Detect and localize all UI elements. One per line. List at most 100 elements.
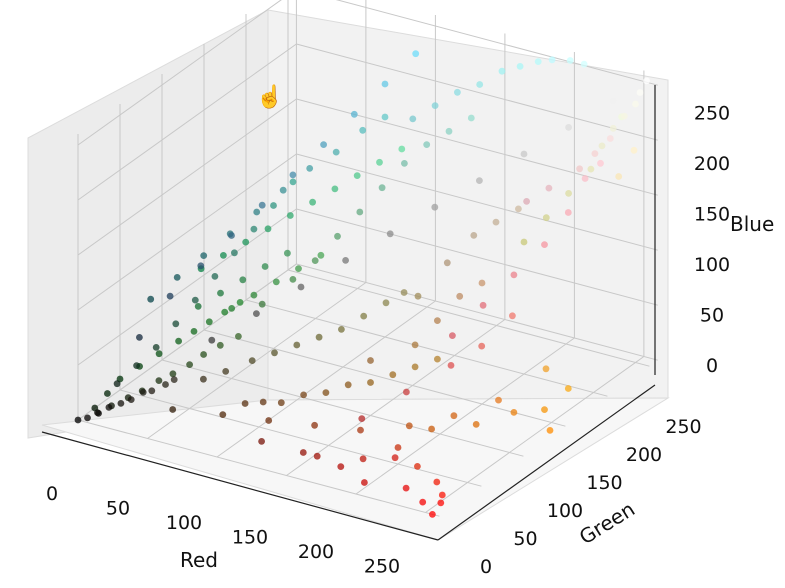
data-point	[253, 208, 261, 216]
data-point	[443, 259, 451, 267]
left-gridline-blue	[77, 263, 297, 421]
data-point	[300, 391, 307, 399]
data-point	[317, 251, 325, 259]
grid-lines	[77, 0, 658, 517]
data-point	[541, 241, 548, 249]
data-point	[382, 299, 390, 307]
data-point	[386, 230, 394, 238]
data-point	[242, 238, 250, 246]
data-point	[470, 232, 478, 239]
data-point	[220, 252, 227, 259]
data-point	[136, 334, 143, 341]
data-point	[228, 232, 235, 239]
data-point	[162, 381, 169, 388]
floor-gridline-green	[203, 329, 566, 427]
floor-gridline-red	[425, 356, 645, 513]
back-gridline-blue	[296, 208, 658, 306]
data-point	[228, 305, 236, 312]
data-points	[74, 50, 650, 518]
data-point	[548, 56, 556, 64]
data-point	[117, 400, 125, 407]
data-point	[515, 205, 522, 213]
data-point	[478, 342, 486, 350]
left-gridline-blue	[77, 208, 297, 366]
data-point	[155, 377, 163, 384]
data-point	[597, 159, 604, 167]
data-point	[546, 427, 554, 434]
data-point	[342, 257, 349, 264]
data-point	[360, 312, 368, 320]
data-point	[367, 357, 374, 364]
data-point	[338, 326, 345, 333]
data-point	[231, 249, 238, 257]
data-point	[311, 421, 318, 429]
data-point	[433, 478, 441, 486]
data-point	[456, 292, 464, 300]
data-point	[172, 320, 180, 328]
y-tick-label: 100	[547, 500, 583, 522]
data-point	[241, 400, 249, 407]
data-point	[609, 124, 617, 132]
data-point	[104, 390, 111, 397]
data-point	[378, 184, 386, 192]
data-point	[105, 404, 113, 411]
data-point	[219, 411, 227, 418]
data-point	[510, 271, 518, 279]
z-tick-label: 0	[706, 355, 718, 377]
x-tick-label: 250	[364, 556, 400, 578]
data-point	[542, 214, 550, 222]
data-point	[272, 278, 280, 286]
data-point	[147, 295, 155, 303]
data-point	[259, 398, 267, 406]
data-point	[431, 203, 439, 211]
left-gridline-blue	[77, 43, 297, 201]
floor-pane	[41, 397, 670, 541]
data-point	[492, 218, 500, 226]
data-point	[258, 201, 266, 209]
data-point	[449, 332, 456, 339]
data-point	[411, 363, 419, 371]
z-tick-label: 200	[694, 153, 730, 175]
data-point	[405, 422, 413, 430]
data-point	[472, 421, 480, 428]
data-point	[411, 341, 419, 349]
axis-panes	[27, 9, 670, 541]
data-point	[200, 252, 208, 259]
data-point	[434, 355, 441, 363]
data-point	[381, 113, 389, 121]
x-tick-label: 50	[106, 498, 130, 520]
y-tick-label: 50	[513, 528, 537, 550]
x-axis-line	[41, 431, 439, 541]
data-point	[222, 368, 230, 375]
data-point	[84, 414, 91, 422]
data-point	[566, 57, 574, 64]
data-point	[235, 333, 242, 340]
data-point	[632, 100, 639, 108]
data-point	[295, 265, 302, 272]
data-point	[250, 225, 258, 233]
data-point	[74, 416, 82, 424]
floor-gridline-green	[245, 299, 608, 397]
data-point	[581, 175, 589, 182]
data-point	[431, 102, 439, 109]
data-point	[356, 208, 364, 216]
z-tick-label: 150	[694, 204, 730, 226]
data-point	[450, 412, 458, 420]
data-point	[208, 336, 216, 344]
data-point	[332, 148, 340, 156]
back-gridline-blue	[296, 153, 658, 251]
data-point	[402, 484, 410, 492]
data-point	[516, 63, 524, 70]
data-point	[398, 145, 406, 153]
data-point	[542, 365, 550, 373]
data-point	[194, 303, 202, 310]
data-point	[264, 225, 272, 233]
data-point	[166, 292, 174, 300]
left-gridline-blue	[77, 0, 282, 146]
data-point	[361, 479, 368, 486]
data-point	[337, 463, 345, 470]
data-point	[434, 317, 441, 324]
data-point	[221, 308, 229, 316]
data-point	[609, 97, 617, 105]
